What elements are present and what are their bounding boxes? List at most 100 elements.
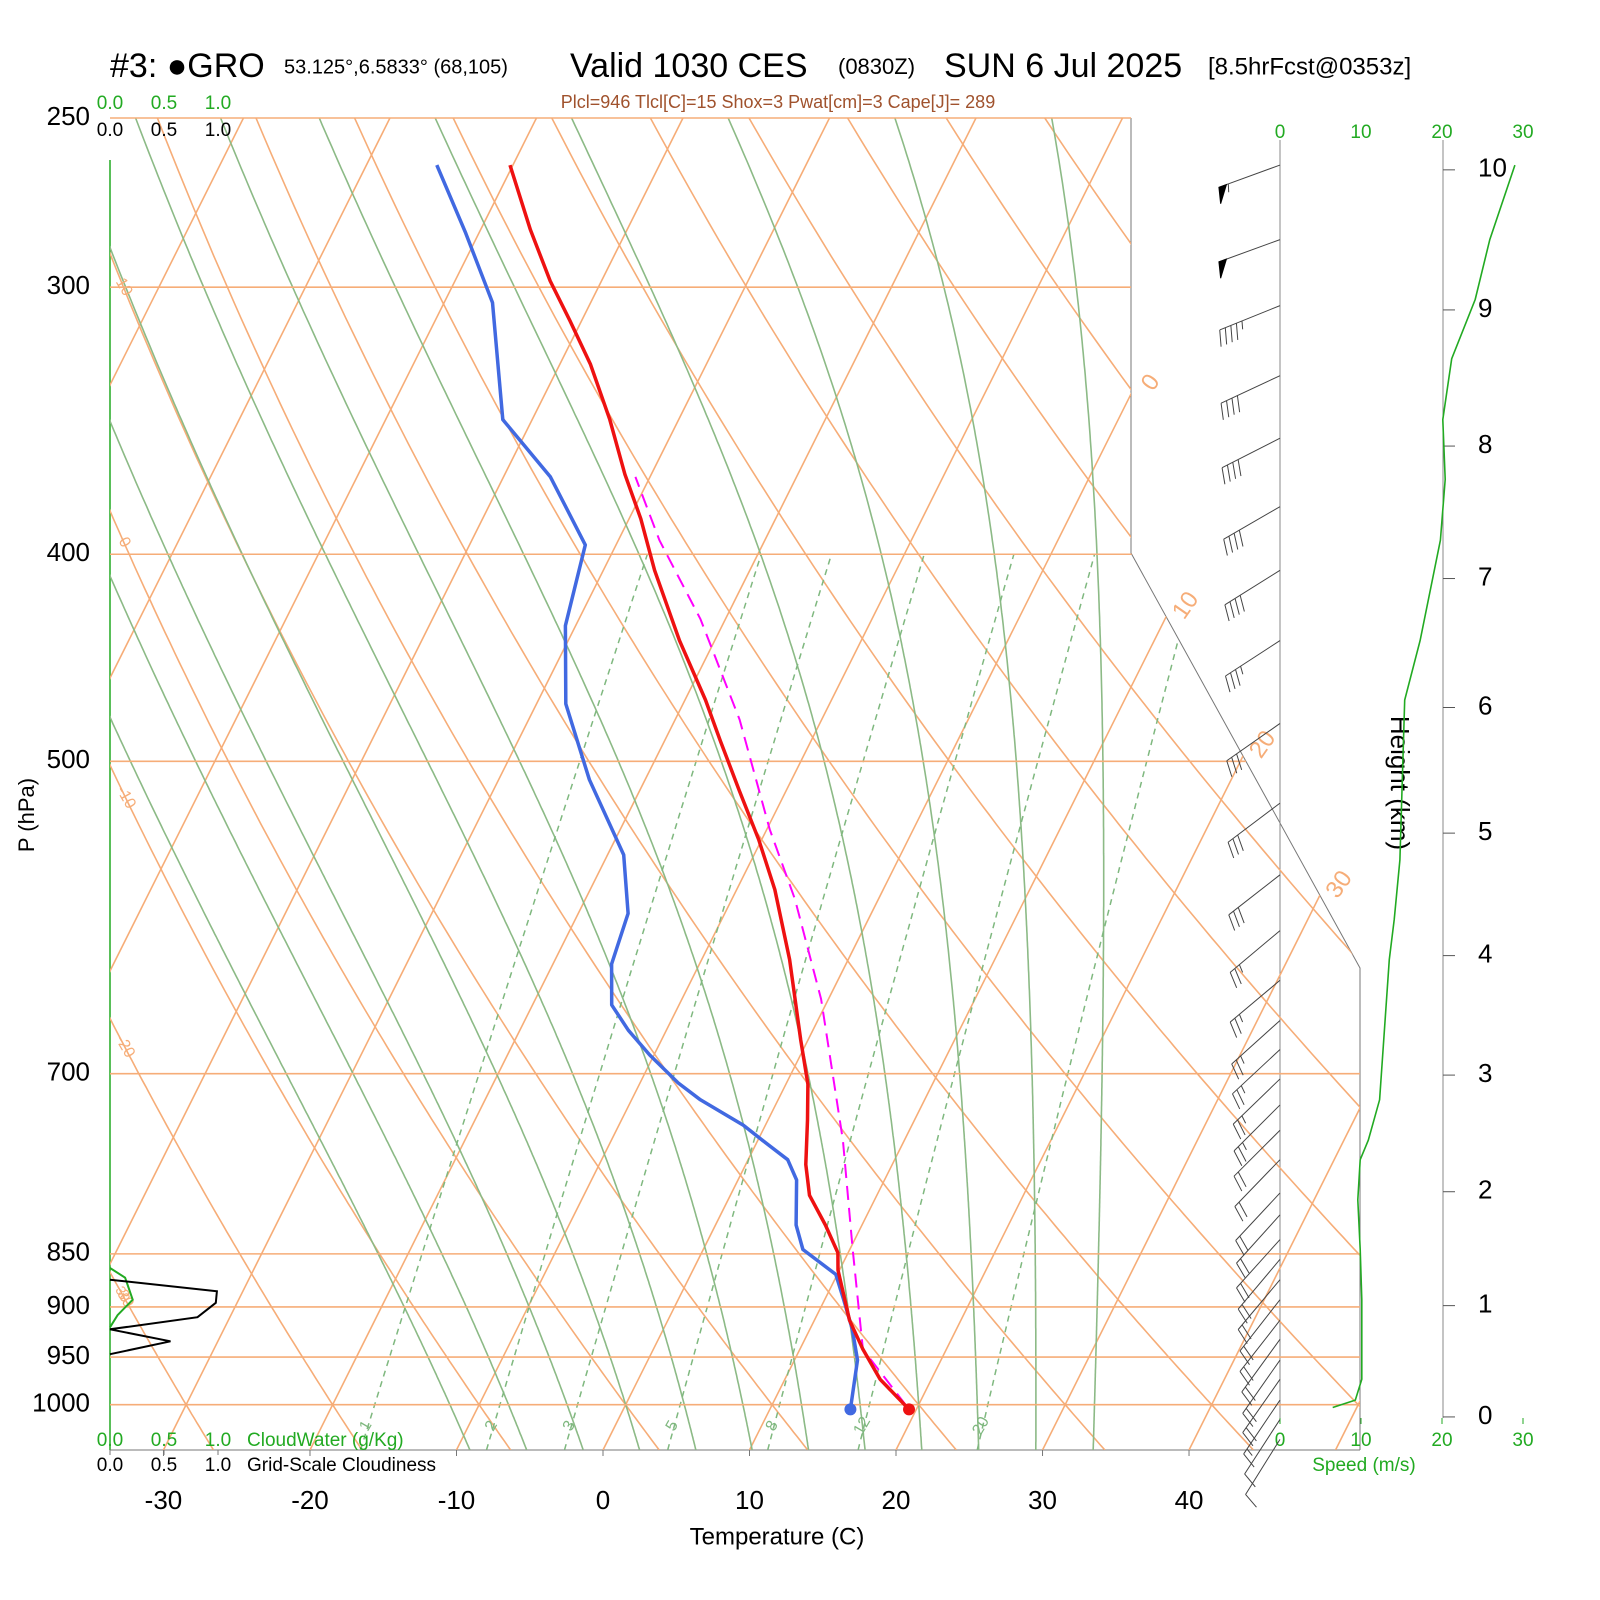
height-tick-label: 5: [1478, 816, 1492, 846]
isotherm: [309, 118, 977, 1450]
moist-adiabat: [110, 118, 641, 1450]
isotherm: [110, 118, 245, 1450]
dry-adiabat: [110, 118, 363, 1450]
barb-staff: [1220, 375, 1281, 420]
barb-staff: [1233, 1129, 1281, 1192]
wind-barb: [1243, 1399, 1281, 1468]
mixing-ratio-label: 8: [763, 1418, 782, 1434]
height-tick-label: 8: [1478, 429, 1492, 459]
x-tick-label: -10: [438, 1485, 476, 1515]
dry-adiabat: [110, 118, 809, 1450]
height-tick-label: 1: [1478, 1289, 1492, 1319]
wind-barb: [1218, 239, 1281, 279]
x-tick-label: -30: [145, 1485, 183, 1515]
wind-barb: [1244, 1419, 1281, 1488]
barb-staff: [1243, 1399, 1281, 1468]
barb-staff: [1242, 1379, 1281, 1447]
dry-adiabat: [748, 118, 1360, 1450]
wind-barb: [1233, 1104, 1281, 1166]
moist-adiabat: [1050, 118, 1105, 1450]
barb-staff: [1227, 802, 1281, 859]
y-axis-label: P (hPa): [14, 778, 39, 852]
dry-adiabat-label: -20: [112, 1032, 138, 1061]
cloudiness-tick-label: 0.5: [151, 1455, 177, 1476]
wind-barb: [1224, 569, 1281, 622]
x-axis-label: Temperature (C): [690, 1523, 865, 1550]
speed-tick-label: 20: [1431, 122, 1452, 143]
height-tick-label: 10: [1478, 153, 1507, 183]
cloudwater-tick-label: 0.5: [151, 93, 177, 114]
barb-staff: [1223, 506, 1281, 556]
cloudiness-tick-label: 0.0: [97, 120, 123, 141]
y-tick-label: 950: [47, 1340, 90, 1370]
wind-barb: [1245, 1439, 1281, 1508]
mixing-ratio-line: [666, 553, 925, 1450]
wind-barb: [1231, 1020, 1281, 1080]
height-tick-label: 7: [1478, 561, 1492, 591]
barb-staff: [1239, 1299, 1281, 1365]
plot-boundary: [1130, 118, 1361, 1450]
speed-tick-label: 10: [1350, 1430, 1371, 1451]
speed-tick-label: 30: [1512, 1430, 1533, 1451]
barb-staff: [1239, 1319, 1281, 1386]
moist-adiabat: [110, 118, 528, 1450]
barb-staff: [1233, 1104, 1281, 1166]
wind-barb: [1234, 1159, 1281, 1222]
barb-staff: [1242, 1359, 1281, 1427]
dry-adiabat: [452, 118, 1360, 1450]
barb-staff: [1231, 1020, 1281, 1080]
wind-barb: [1226, 723, 1281, 777]
cloudwater-tick-label: 1.0: [205, 1430, 231, 1451]
cloudwater-tick-label: 0.5: [151, 1430, 177, 1451]
barb-staff: [1224, 569, 1281, 622]
wind-barb: [1229, 979, 1281, 1038]
cloudiness-tick-label: 0.5: [151, 120, 177, 141]
y-tick-label: 700: [47, 1057, 90, 1087]
isotherm: [162, 118, 831, 1450]
x-tick-label: 10: [735, 1485, 764, 1515]
y-tick-label: 850: [47, 1237, 90, 1267]
mixing-ratio-label: 12: [850, 1414, 874, 1438]
wind-barb: [1236, 1239, 1281, 1303]
wind-barb: [1239, 1319, 1281, 1386]
x-tick-label: 30: [1028, 1485, 1057, 1515]
moist-adiabat: [570, 118, 923, 1450]
moist-adiabat: [219, 118, 753, 1450]
dry-adiabat: [649, 118, 1360, 1450]
wind-barb: [1242, 1379, 1281, 1447]
dry-adiabat: [353, 118, 1254, 1450]
dry-adiabat: [1044, 118, 1360, 1450]
isotherm: [455, 118, 1124, 1450]
moist-adiabat: [134, 118, 697, 1450]
wind-barb: [1229, 930, 1281, 989]
wind-barb: [1233, 1129, 1281, 1192]
speed-tick-label: 0: [1275, 1430, 1286, 1451]
y-tick-label: 300: [47, 270, 90, 300]
height-tick-label: 2: [1478, 1175, 1492, 1205]
moist-adiabat: [318, 118, 810, 1450]
moist-adiabat: [727, 118, 980, 1450]
wind-barb: [1221, 437, 1281, 485]
title-date: SUN 6 Jul 2025: [944, 47, 1182, 85]
x-tick-label: 0: [596, 1485, 610, 1515]
speed-axis-label: Speed (m/s): [1312, 1455, 1415, 1476]
barb-staff: [1232, 1049, 1281, 1110]
barb-staff: [1235, 1192, 1281, 1256]
height-tick-label: 9: [1478, 293, 1492, 323]
cloud-annotation: 30: [112, 1283, 134, 1305]
barb-staff: [1228, 874, 1281, 931]
wind-barb: [1237, 1279, 1281, 1344]
x-tick-label: 40: [1175, 1485, 1204, 1515]
dry-adiabat: [110, 118, 660, 1450]
subtitle: Plcl=946 Tlcl[C]=15 Shox=3 Pwat[cm]=3 Ca…: [561, 92, 995, 112]
barb-staff: [1229, 979, 1281, 1038]
isotherm: [110, 118, 684, 1450]
title-zulu: (0830Z): [838, 54, 915, 79]
dry-adiabat-label: -10: [113, 783, 139, 812]
barb-staff: [1225, 640, 1281, 693]
speed-line: [1332, 164, 1516, 1409]
barb-staff: [1236, 1214, 1281, 1278]
barb-staff: [1245, 1439, 1281, 1508]
height-tick-label: 4: [1478, 938, 1492, 968]
